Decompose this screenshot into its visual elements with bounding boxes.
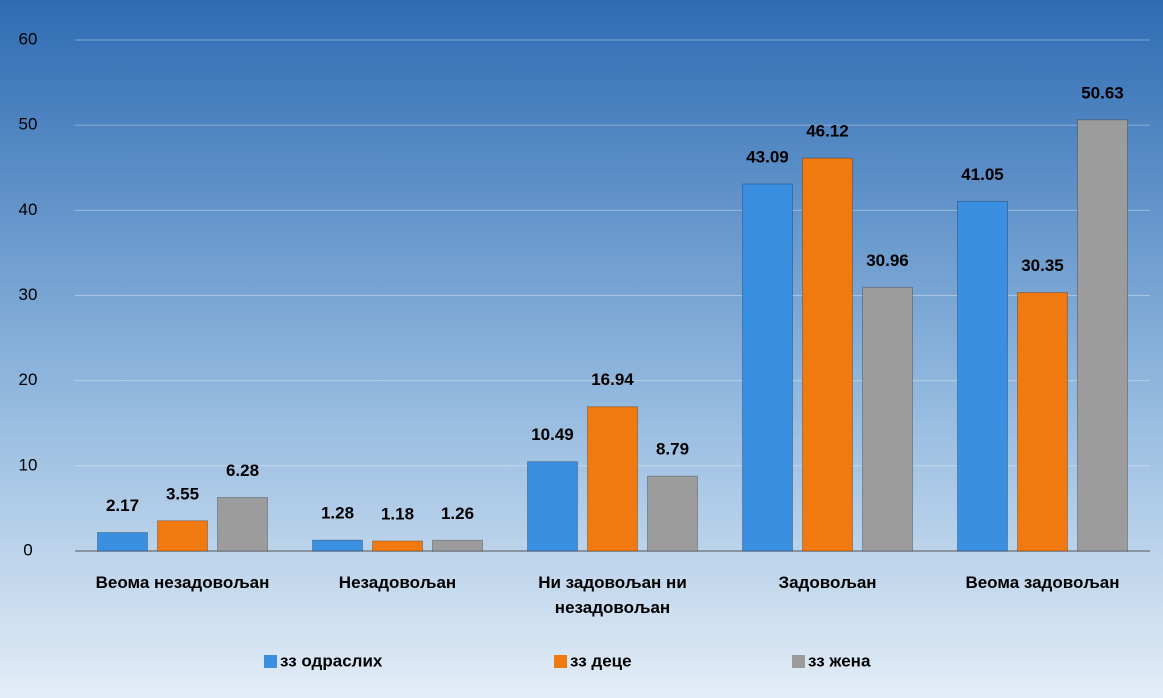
y-tick-label: 20 [19, 370, 38, 389]
data-label: 6.28 [226, 461, 259, 480]
x-tick-label: Незадовољан [338, 573, 457, 592]
data-label: 30.96 [866, 251, 909, 270]
x-tick-label: Ни задовољан ни незадовољан [538, 573, 687, 617]
data-label: 1.28 [321, 504, 354, 523]
data-label: 50.63 [1081, 83, 1124, 102]
legend-swatch [264, 655, 277, 668]
y-tick-label: 30 [19, 285, 38, 304]
data-label: 8.79 [656, 440, 689, 459]
y-tick-label: 60 [19, 29, 38, 48]
bar [432, 539, 483, 552]
bar [862, 286, 913, 552]
legend-label: зз одраслих [280, 651, 383, 670]
data-label: 3.55 [166, 484, 199, 503]
legend-swatch [554, 655, 567, 668]
bar [957, 200, 1008, 552]
data-label: 46.12 [806, 122, 849, 141]
data-label: 43.09 [746, 148, 789, 167]
bar [217, 497, 268, 552]
data-label: 10.49 [531, 425, 574, 444]
legend-swatch [792, 655, 805, 668]
y-tick-label: 40 [19, 200, 38, 219]
bar [647, 475, 698, 552]
legend-label: зз деце [570, 651, 632, 670]
bar [742, 183, 793, 552]
y-tick-label: 50 [19, 115, 38, 134]
bar [527, 461, 578, 552]
x-tick-label: Веома задовољан [965, 573, 1120, 592]
data-label: 16.94 [591, 370, 634, 389]
data-label: 30.35 [1021, 256, 1064, 275]
y-tick-label: 10 [19, 455, 38, 474]
data-label: 1.26 [441, 504, 474, 523]
data-label: 2.17 [106, 496, 139, 515]
bar [312, 539, 363, 552]
bar [157, 520, 208, 552]
bar [372, 540, 423, 552]
data-label: 41.05 [961, 165, 1004, 184]
legend-label: зз жена [808, 651, 871, 670]
y-tick-label: 0 [23, 540, 32, 559]
bar [587, 406, 638, 552]
bar [1077, 119, 1128, 552]
bar [1017, 292, 1068, 552]
data-label: 1.18 [381, 504, 414, 523]
bar [802, 157, 853, 552]
x-tick-label: Веома незадовољан [95, 573, 270, 592]
x-tick-label: Задовољан [778, 573, 877, 592]
bar [97, 532, 148, 552]
